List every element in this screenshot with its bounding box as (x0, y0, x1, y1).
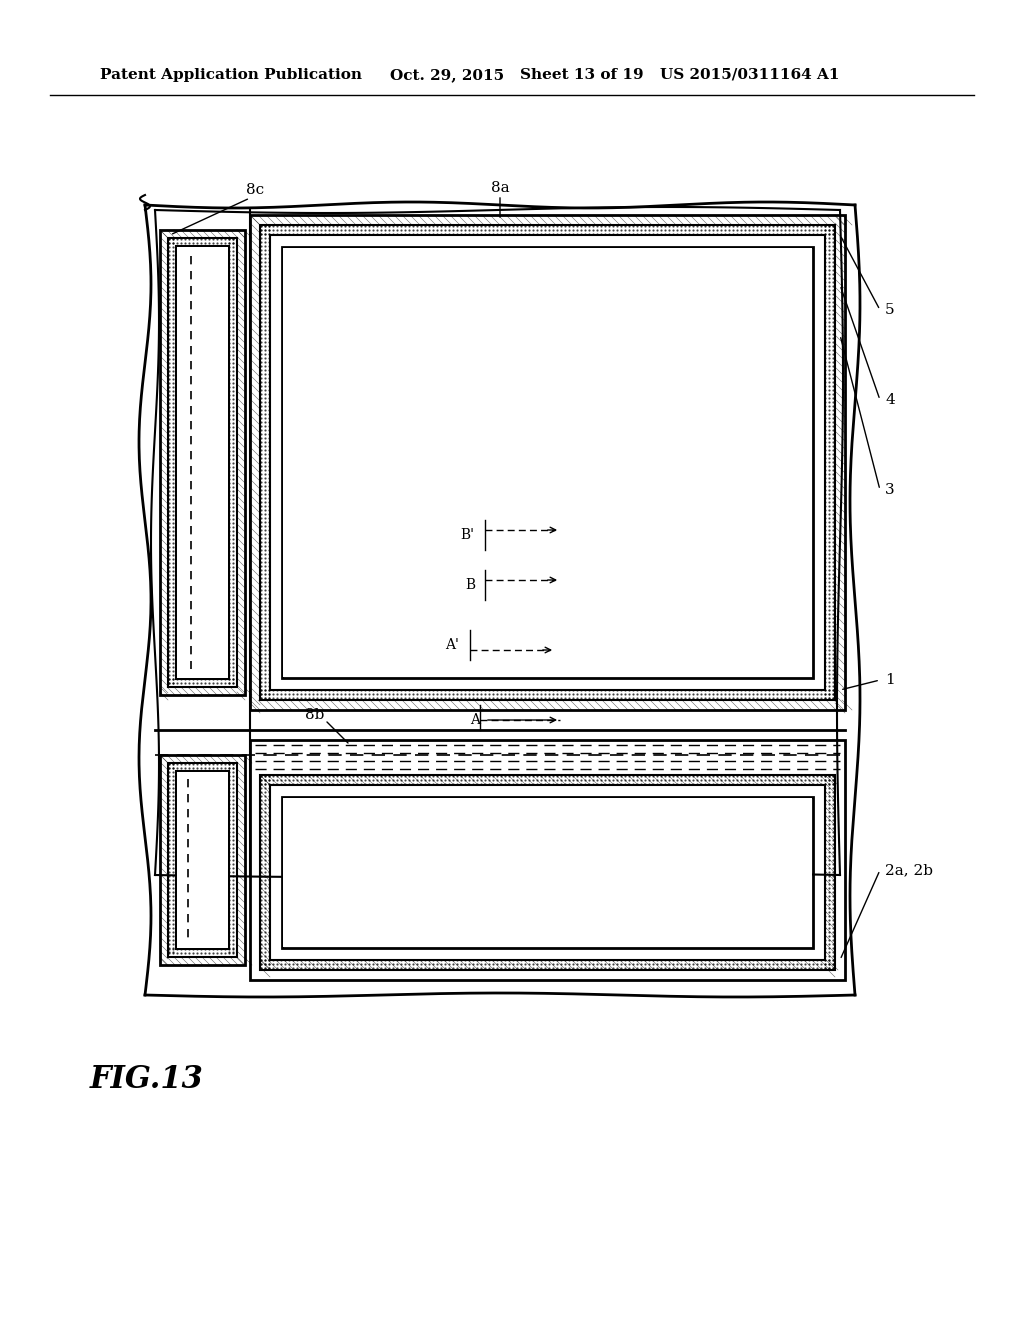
Text: 1: 1 (885, 673, 895, 686)
Text: 8a: 8a (490, 181, 509, 195)
Bar (160, 755, 245, 965)
Text: US 2015/0311164 A1: US 2015/0311164 A1 (660, 69, 840, 82)
Text: 8b: 8b (305, 708, 325, 722)
Text: Patent Application Publication: Patent Application Publication (100, 69, 362, 82)
Text: 2a, 2b: 2a, 2b (885, 863, 933, 876)
Bar (168, 238, 237, 686)
Text: 4: 4 (885, 393, 895, 407)
Bar (282, 247, 813, 678)
Bar (282, 797, 813, 948)
Text: FIG.13: FIG.13 (90, 1064, 204, 1096)
Bar (168, 763, 237, 957)
Bar (160, 230, 245, 696)
Bar (283, 248, 812, 677)
Text: 3: 3 (885, 483, 895, 498)
Text: A: A (470, 713, 480, 727)
Bar (260, 775, 835, 970)
Text: A': A' (445, 638, 459, 652)
Bar (176, 246, 229, 678)
Bar (177, 772, 228, 948)
Bar (270, 235, 825, 690)
Bar (250, 741, 845, 979)
Bar (177, 247, 228, 678)
Bar (270, 785, 825, 960)
Text: Oct. 29, 2015: Oct. 29, 2015 (390, 69, 504, 82)
Text: 8c: 8c (246, 183, 264, 197)
Text: B': B' (460, 528, 474, 543)
Bar (260, 224, 835, 700)
Bar (283, 799, 812, 946)
Text: Sheet 13 of 19: Sheet 13 of 19 (520, 69, 644, 82)
Text: B: B (465, 578, 475, 591)
Bar (250, 215, 845, 710)
Bar (176, 771, 229, 949)
Text: 5: 5 (885, 304, 895, 317)
